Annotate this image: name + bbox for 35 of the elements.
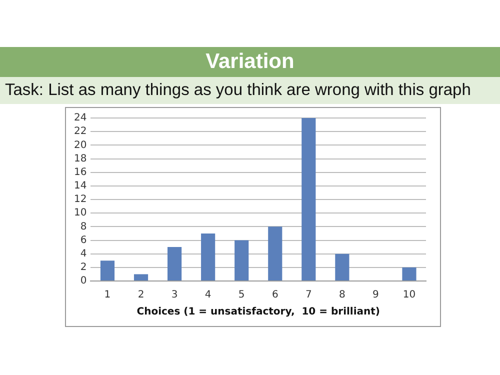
chart-title: Variation — [0, 47, 500, 77]
x-tick-label: 7 — [305, 290, 312, 301]
x-tick-label: 2 — [138, 290, 144, 301]
y-tick-label: 10 — [74, 208, 87, 219]
y-tick-label: 4 — [80, 248, 87, 260]
y-tick-label: 14 — [74, 180, 87, 192]
bar — [100, 260, 115, 280]
bar — [234, 240, 249, 280]
bar — [335, 254, 350, 280]
bar — [402, 267, 416, 280]
y-tick-label: 6 — [80, 234, 87, 246]
bar — [168, 247, 182, 280]
y-tick-label: 16 — [74, 166, 87, 178]
y-tick-label: 0 — [80, 276, 87, 287]
y-tick-label: 18 — [74, 153, 87, 164]
x-tick-label: 3 — [171, 290, 178, 301]
x-tick-label: 6 — [272, 290, 278, 301]
bar — [134, 274, 148, 280]
y-tick-label: 20 — [74, 140, 87, 151]
bar — [302, 118, 316, 280]
x-tick-label: 10 — [402, 290, 416, 301]
y-tick-label: 12 — [74, 194, 87, 206]
x-tick-label: 8 — [338, 290, 346, 301]
y-tick-label: 8 — [80, 221, 87, 232]
x-tick-label: 4 — [204, 290, 212, 301]
y-tick-label: 2 — [80, 262, 87, 274]
x-tick-label: 9 — [372, 290, 379, 301]
bar — [201, 233, 216, 280]
y-tick-label: 24 — [74, 112, 87, 124]
x-tick-label: 5 — [238, 290, 245, 301]
chart-subtitle: Task: List as many things as you think are wrong with this graph — [0, 77, 500, 104]
y-tick-label: 22 — [74, 126, 87, 138]
bar — [268, 226, 282, 280]
x-tick-label: 1 — [104, 290, 111, 301]
x-axis-title: Choices (1 = unsatisfactory, 10 = brilliant) — [136, 306, 380, 318]
